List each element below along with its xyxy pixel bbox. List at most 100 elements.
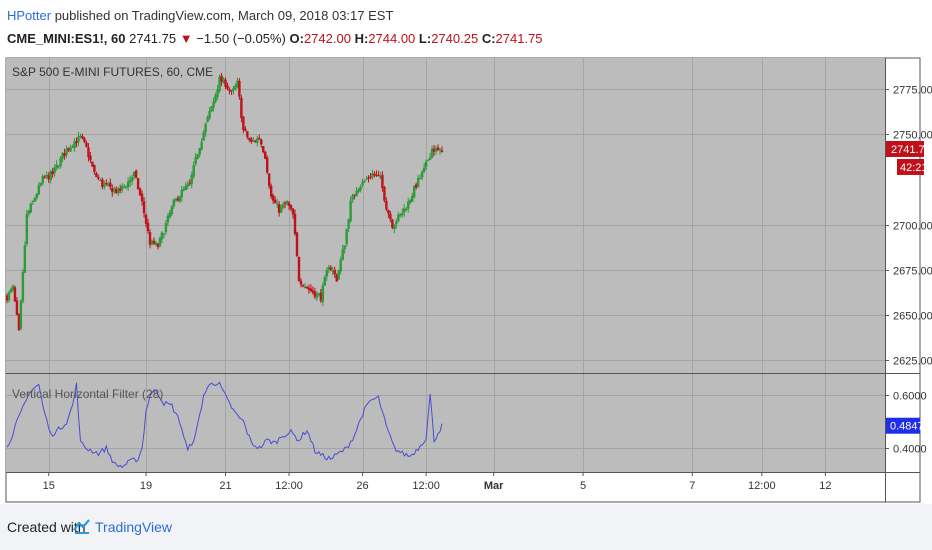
candle (103, 180, 106, 190)
candle-body (325, 270, 328, 277)
candle (21, 268, 25, 304)
tradingview-brand-link[interactable]: TradingView (95, 519, 173, 535)
candle (339, 256, 342, 275)
candle (297, 256, 301, 282)
candle (101, 177, 104, 190)
candle (327, 264, 330, 274)
candle-body (51, 171, 54, 175)
candle (285, 200, 289, 206)
candle-body (162, 233, 166, 235)
candle-body (357, 189, 360, 193)
candle-body (262, 146, 265, 153)
candle (186, 180, 189, 190)
candle-body (329, 267, 332, 270)
candle (156, 242, 160, 250)
candle (33, 196, 37, 203)
candle-body (154, 242, 158, 246)
candle-body (55, 164, 58, 169)
candle-body (275, 203, 279, 205)
candle-body (158, 237, 162, 246)
candle-body (238, 80, 241, 97)
candle-body (256, 138, 259, 143)
candle-body (424, 161, 428, 168)
open-value: 2742.00 (303, 31, 351, 46)
symbol-legend: CME_MINI:ES1!, 60 2741.75 ▼ −1.50 (−0.05… (7, 31, 543, 46)
candle-body (23, 245, 27, 273)
candle (99, 178, 102, 182)
candle (301, 284, 305, 288)
candle (210, 105, 213, 113)
candle (124, 185, 128, 190)
candle-body (293, 214, 297, 234)
candle (434, 145, 438, 155)
candle (79, 133, 82, 139)
candle-body (351, 195, 354, 200)
candle-body (15, 300, 19, 316)
candle (7, 290, 11, 303)
candle (260, 138, 263, 148)
candle (216, 85, 219, 100)
time-axis-label: 5 (580, 480, 586, 492)
candle (174, 197, 178, 203)
symbol-name[interactable]: CME_MINI:ES1!, 60 (7, 31, 126, 46)
last-price: 2741.75 (129, 31, 177, 46)
candle (405, 206, 408, 212)
candle (271, 193, 275, 205)
candle (277, 200, 281, 217)
author-link[interactable]: HPotter (7, 8, 52, 23)
candle-body (115, 188, 118, 194)
candle (192, 161, 195, 179)
candle-body (420, 171, 424, 178)
candle (420, 170, 424, 181)
candle-body (289, 205, 293, 209)
candle-body (260, 139, 263, 145)
candle-body (168, 212, 172, 218)
last-price-label: 2741.75 (891, 144, 931, 156)
candle-body (202, 132, 205, 141)
candle-body (93, 164, 96, 172)
candle-body (403, 208, 406, 213)
candle-body (339, 259, 342, 272)
time-axis-label: 12:00 (275, 480, 303, 492)
candle-body (412, 185, 416, 198)
candle-body (33, 198, 37, 202)
candle-body (41, 176, 44, 184)
candle-body (218, 77, 221, 92)
candle (234, 83, 237, 91)
high-value: 2744.00 (368, 31, 416, 46)
candle-body (59, 157, 62, 167)
candle-body (271, 195, 275, 201)
candle-body (119, 188, 122, 191)
candle-body (224, 79, 227, 87)
candle (95, 171, 98, 178)
candle-body (212, 101, 215, 108)
candle (379, 172, 382, 180)
candle (341, 244, 344, 261)
candle (69, 144, 72, 153)
candle (97, 174, 100, 181)
candle (222, 77, 225, 84)
candle-body (61, 152, 64, 159)
candle (204, 122, 207, 137)
candle-body (196, 154, 199, 159)
candle (140, 190, 144, 206)
candle-body (190, 174, 193, 185)
candle-body (65, 149, 68, 155)
candle-body (144, 214, 148, 224)
candle-body (43, 176, 46, 178)
candle (412, 185, 416, 199)
candle (436, 144, 440, 152)
candle-body (311, 290, 315, 293)
candle (128, 175, 132, 187)
indicator-value-marker (886, 417, 920, 434)
candle-body (228, 89, 231, 91)
candle-body (194, 157, 197, 164)
candle (15, 297, 19, 316)
chart-canvas[interactable]: 2775.00 2750.00 2700.00 2675.00 2650.00 2625.… (0, 54, 932, 504)
candle (319, 288, 323, 303)
candle (176, 195, 180, 202)
published-text: published on TradingView.com, March 09, … (54, 8, 394, 23)
candle (130, 174, 134, 186)
candle (184, 182, 187, 191)
candle-body (35, 194, 38, 198)
